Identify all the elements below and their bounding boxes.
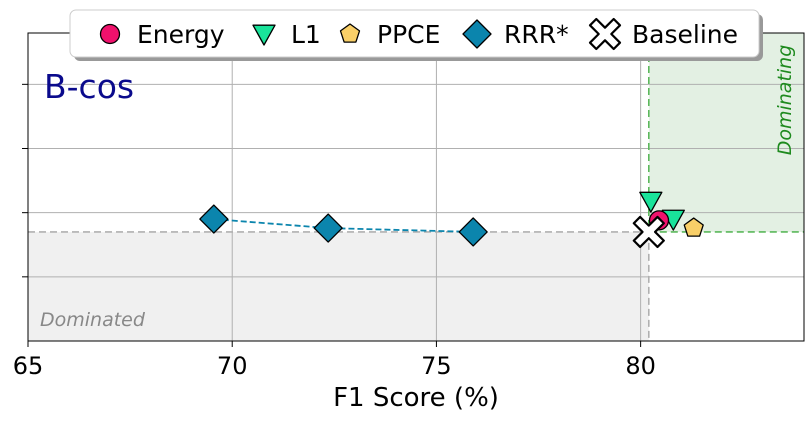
ppce-point <box>683 217 704 237</box>
x-axis-ticks: 65 70 75 80 <box>13 341 656 380</box>
rrr-point <box>458 217 488 247</box>
l1-point <box>639 191 663 213</box>
legend: Energy L1 PPCE RRR* Baseline <box>69 9 763 61</box>
region-layer <box>28 33 804 341</box>
rrr-trend-line <box>213 218 474 233</box>
dominating-region <box>648 33 804 232</box>
x-axis-label: F1 Score (%) <box>333 383 499 413</box>
legend-label-rrr: RRR* <box>504 20 569 49</box>
legend-marker-baseline <box>588 17 622 51</box>
legend-label-ppce: PPCE <box>377 20 440 49</box>
x-tick-label: 80 <box>625 352 656 380</box>
legend-marker-rrr <box>462 19 492 49</box>
x-tick-label: 70 <box>217 352 248 380</box>
dominated-region-label: Dominated <box>40 309 146 331</box>
rrr-point <box>199 204 229 234</box>
legend-label-baseline: Baseline <box>632 20 738 49</box>
legend-marker-l1 <box>252 24 276 46</box>
series-layer <box>199 191 704 249</box>
dominated-region <box>28 231 649 341</box>
legend-box <box>69 9 760 58</box>
legend-marker-energy <box>99 23 121 45</box>
panel-label: B-cos <box>44 67 134 106</box>
x-tick-label: 65 <box>13 352 44 380</box>
x-tick-label: 75 <box>421 352 452 380</box>
y-axis-ticks <box>22 83 28 278</box>
legend-marker-ppce <box>339 23 361 43</box>
legend-label-energy: Energy <box>137 20 225 49</box>
baseline-point <box>632 215 665 249</box>
rrr-point <box>313 213 343 243</box>
legend-label-l1: L1 <box>291 20 321 49</box>
dominating-region-label: Dominating <box>774 45 796 156</box>
